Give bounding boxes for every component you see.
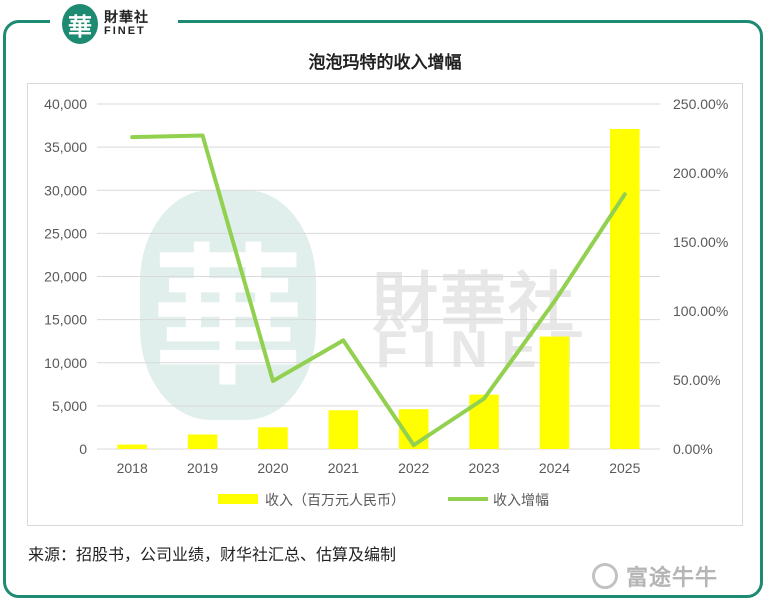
y-left-tick-label: 30,000 xyxy=(44,182,87,198)
y-right-tick-label: 100.00% xyxy=(673,303,728,319)
source-note: 来源：招股书，公司业绩，财华社汇总、估算及编制 xyxy=(28,545,397,564)
bar-2019 xyxy=(187,434,218,449)
y-right-tick-label: 150.00% xyxy=(673,234,728,250)
brand-name-cn: 財華社 xyxy=(104,9,149,26)
x-tick-label: 2019 xyxy=(187,460,218,476)
y-left-tick-label: 10,000 xyxy=(44,355,87,371)
y-right-tick-label: 200.00% xyxy=(673,165,728,181)
x-tick-label: 2023 xyxy=(468,460,499,476)
y-right-tick-label: 250.00% xyxy=(673,96,728,112)
y-left-tick-label: 25,000 xyxy=(44,225,87,241)
brand-logo: 華 財華社 FINET xyxy=(50,0,178,48)
y-left-tick-label: 5,000 xyxy=(52,398,87,414)
bar-2018 xyxy=(117,444,147,449)
x-tick-label: 2025 xyxy=(609,460,640,476)
chart-title: 泡泡玛特的收入增幅 xyxy=(308,53,462,73)
brand-text: 財華社 FINET xyxy=(104,11,149,37)
legend-line-label: 收入增幅 xyxy=(493,493,549,509)
partner-logo: 富途牛牛 xyxy=(592,560,718,592)
legend-bar-swatch xyxy=(218,494,258,504)
growth-series-line xyxy=(130,133,627,448)
bar-2024 xyxy=(539,336,570,449)
y-left-tick-label: 0 xyxy=(79,441,87,457)
x-tick-label: 2020 xyxy=(257,460,288,476)
partner-name: 富途牛牛 xyxy=(626,566,719,591)
brand-name-en: FINET xyxy=(104,24,146,37)
y-left-tick-label: 20,000 xyxy=(44,269,87,285)
futu-bull-icon xyxy=(592,563,618,589)
y-right-tick-label: 50.00% xyxy=(673,372,720,388)
bar-2021 xyxy=(328,410,359,449)
x-tick-label: 2021 xyxy=(328,460,359,476)
bar-2025 xyxy=(610,129,640,449)
x-tick-label: 2022 xyxy=(398,460,429,476)
y-right-tick-label: 0.00% xyxy=(673,441,713,457)
y-left-tick-label: 15,000 xyxy=(44,312,87,328)
x-tick-label: 2024 xyxy=(539,460,570,476)
finet-logo-icon: 華 xyxy=(62,4,98,44)
y-left-tick-label: 35,000 xyxy=(44,139,87,155)
bar-2020 xyxy=(258,427,288,449)
bar-2023 xyxy=(469,394,499,449)
plot-area-frame xyxy=(27,83,743,526)
legend-bar-label: 收入（百万元人民币） xyxy=(265,493,405,509)
y-left-tick-label: 40,000 xyxy=(44,96,87,112)
x-tick-label: 2018 xyxy=(117,460,148,476)
